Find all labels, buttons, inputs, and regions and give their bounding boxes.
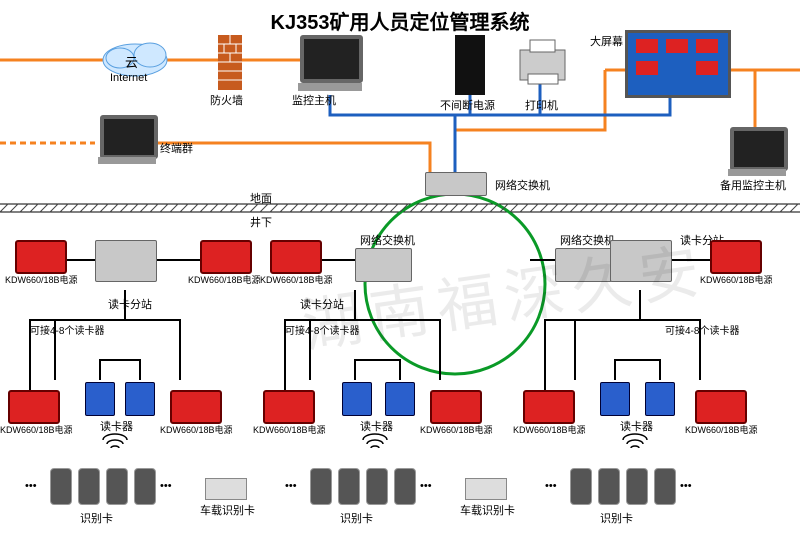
underground-label: 井下 [250, 214, 272, 230]
ground-divider [0, 204, 800, 212]
cloud-label: 云 [125, 52, 138, 71]
surface-switch [425, 172, 487, 196]
id-tag [598, 468, 620, 505]
surface-label: 地面 [250, 190, 272, 206]
power-box [270, 240, 322, 274]
id-tag [654, 468, 676, 505]
internet-label: Internet [110, 72, 147, 84]
printer-icon [520, 40, 565, 84]
vehicle-card [205, 478, 247, 500]
power-box [15, 240, 67, 274]
id-tag [338, 468, 360, 505]
ups-label: 不间断电源 [440, 97, 495, 113]
power-box [263, 390, 315, 424]
card-reader [125, 382, 155, 416]
id-tag [78, 468, 100, 505]
power-box [695, 390, 747, 424]
wireless-arcs [103, 434, 647, 448]
terminal-label: 终端群 [160, 140, 193, 156]
monitor-host-label: 监控主机 [292, 92, 336, 108]
monitor-icon [300, 35, 363, 83]
id-tag [394, 468, 416, 505]
id-tag [106, 468, 128, 505]
id-tag [626, 468, 648, 505]
card-reader [645, 382, 675, 416]
id-tag [134, 468, 156, 505]
power-box [430, 390, 482, 424]
vehicle-card [465, 478, 507, 500]
power-box [170, 390, 222, 424]
id-tag [570, 468, 592, 505]
ug-switch-left-label: 网络交换机 [360, 232, 415, 248]
firewall-label: 防火墙 [210, 92, 243, 108]
id-tag [366, 468, 388, 505]
card-reader [85, 382, 115, 416]
backup-host-icon [730, 127, 788, 171]
ups-icon [455, 35, 485, 95]
surface-switch-label: 网络交换机 [495, 177, 550, 193]
backup-host-label: 备用监控主机 [720, 177, 786, 193]
id-tag [50, 468, 72, 505]
firewall-icon [218, 35, 242, 90]
power-box [710, 240, 762, 274]
power-box [8, 390, 60, 424]
power-box [523, 390, 575, 424]
blue-lines [330, 55, 670, 175]
terminal-icon [100, 115, 158, 159]
card-reader [600, 382, 630, 416]
big-screen-icon [625, 30, 731, 98]
card-reader [342, 382, 372, 416]
id-tag [310, 468, 332, 505]
big-screen-label: 大屏幕 [590, 33, 623, 49]
card-station [95, 240, 157, 282]
power-box [200, 240, 252, 274]
card-reader [385, 382, 415, 416]
printer-label: 打印机 [525, 97, 558, 113]
